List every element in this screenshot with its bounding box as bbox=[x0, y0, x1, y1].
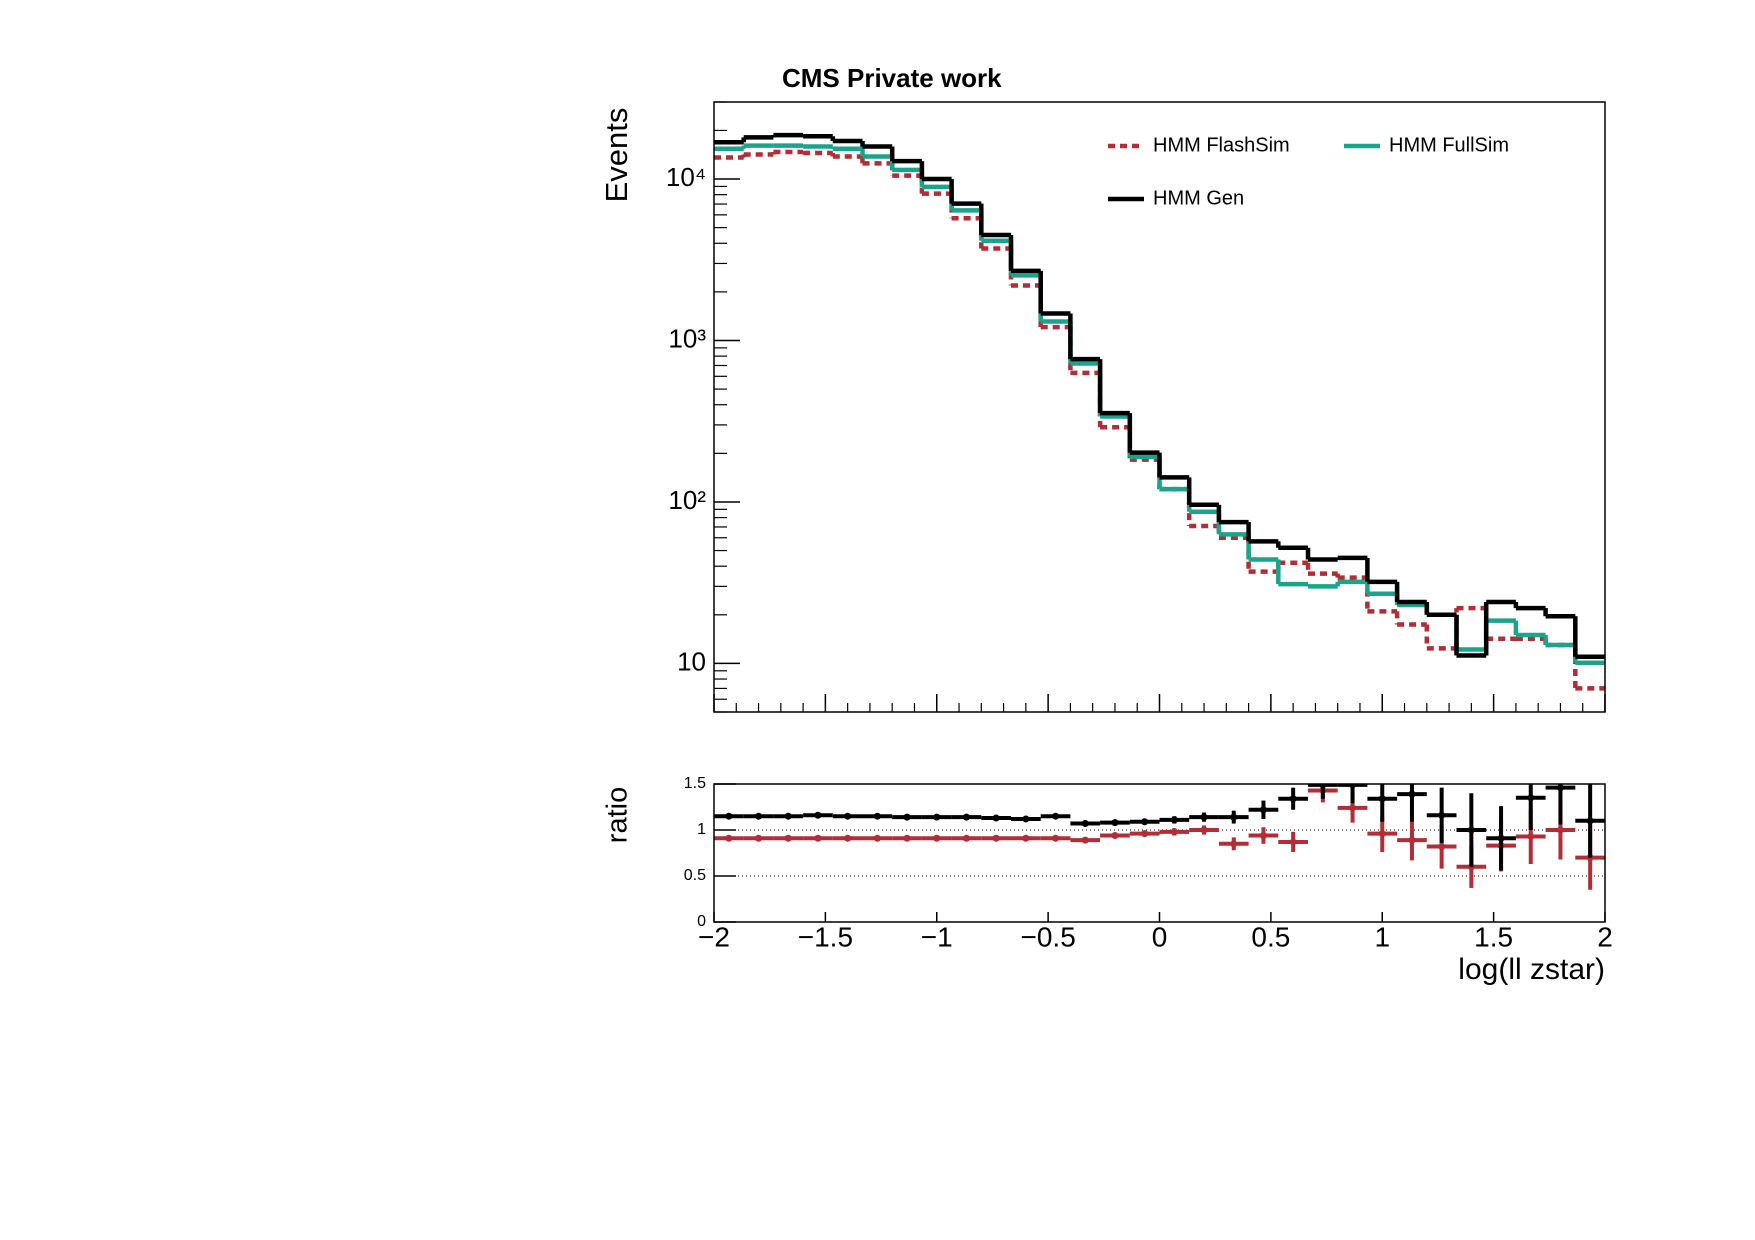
ratio-point bbox=[1438, 843, 1446, 851]
ratio-point bbox=[1586, 817, 1594, 825]
x-axis-label: log(ll zstar) bbox=[1458, 953, 1605, 986]
x-tick-label: 0.5 bbox=[1251, 921, 1290, 952]
ratio-axis-label: ratio bbox=[602, 787, 634, 843]
plot-frame bbox=[713, 101, 1606, 713]
x-tick-label: 1.5 bbox=[1474, 921, 1513, 952]
y-tick-label: 10 bbox=[677, 646, 706, 676]
ratio-point bbox=[1438, 811, 1446, 819]
ratio-point bbox=[1230, 813, 1238, 821]
ratio-point bbox=[844, 812, 852, 820]
y-tick-label: 1.5 bbox=[684, 775, 706, 792]
ratio-point bbox=[1556, 826, 1564, 834]
ratio-point bbox=[1349, 784, 1357, 789]
ratio-points bbox=[714, 784, 1605, 890]
ratio-point bbox=[755, 834, 763, 842]
y-tick-label: 1 bbox=[697, 821, 706, 838]
x-tick-label: 0 bbox=[1152, 921, 1168, 952]
ratio-point bbox=[1467, 826, 1475, 834]
ratio-point bbox=[1259, 832, 1267, 840]
legend-label: HMM FlashSim bbox=[1153, 134, 1290, 156]
ratio-point bbox=[1141, 818, 1149, 826]
ratio-point bbox=[1111, 832, 1119, 840]
ratio-point bbox=[784, 834, 792, 842]
ratio-point bbox=[1052, 812, 1060, 820]
ratio-point bbox=[1170, 816, 1178, 824]
ratio-point bbox=[1200, 813, 1208, 821]
ratio-point bbox=[725, 834, 733, 842]
ratio-point bbox=[814, 834, 822, 842]
ratio-point bbox=[1289, 838, 1297, 846]
ratio-point bbox=[1556, 784, 1564, 792]
y-axis-label: Events bbox=[599, 108, 634, 203]
ratio-point bbox=[844, 834, 852, 842]
ratio-point bbox=[873, 812, 881, 820]
x-tick-label: −1 bbox=[921, 921, 953, 952]
y-tick-label: 10² bbox=[668, 485, 706, 515]
x-tick-label: 2 bbox=[1597, 921, 1613, 952]
ratio-point bbox=[1408, 790, 1416, 798]
ratio-point bbox=[933, 834, 941, 842]
ratio-point bbox=[992, 834, 1000, 842]
ratio-point bbox=[1259, 806, 1267, 814]
ratio-point bbox=[725, 812, 733, 820]
ratio-point bbox=[962, 834, 970, 842]
ratio-point bbox=[933, 813, 941, 821]
ratio-point bbox=[873, 834, 881, 842]
ratio-point bbox=[1141, 830, 1149, 838]
ratio-point bbox=[992, 814, 1000, 822]
ratio-point bbox=[1319, 784, 1327, 789]
x-tick-label: −0.5 bbox=[1020, 921, 1075, 952]
ratio-point bbox=[1111, 819, 1119, 827]
y-tick-label: 10³ bbox=[668, 323, 706, 353]
ratio-point bbox=[1378, 830, 1386, 838]
ratio-point bbox=[1349, 804, 1357, 812]
ratio-point bbox=[755, 812, 763, 820]
ratio-point bbox=[1378, 795, 1386, 803]
legend-label: HMM FullSim bbox=[1389, 134, 1509, 156]
ratio-point bbox=[1527, 794, 1535, 802]
ratio-point bbox=[1289, 795, 1297, 803]
x-tick-label: 1 bbox=[1374, 921, 1390, 952]
ratio-point bbox=[1497, 834, 1505, 842]
ratio-point bbox=[962, 813, 970, 821]
ratio-point bbox=[1022, 834, 1030, 842]
y-tick-label: 0 bbox=[697, 913, 706, 930]
plot-frame bbox=[713, 783, 1606, 923]
ratio-point bbox=[1230, 840, 1238, 848]
y-tick-label: 10⁴ bbox=[666, 162, 706, 192]
ratio-point bbox=[1200, 826, 1208, 834]
chart-title: CMS Private work bbox=[782, 63, 1002, 93]
ratio-point bbox=[1527, 832, 1535, 840]
ratio-point bbox=[1052, 834, 1060, 842]
x-tick-label: −1.5 bbox=[798, 921, 853, 952]
ratio-point bbox=[1081, 836, 1089, 844]
x-tick-label: −2 bbox=[698, 921, 730, 952]
legend-label: HMM Gen bbox=[1153, 187, 1244, 209]
ratio-point bbox=[1081, 820, 1089, 828]
ratio-point bbox=[1408, 836, 1416, 844]
y-tick-label: 0.5 bbox=[684, 867, 706, 884]
ratio-point bbox=[1170, 828, 1178, 836]
ratio-point bbox=[784, 812, 792, 820]
ratio-point bbox=[903, 813, 911, 821]
ratio-point bbox=[1022, 815, 1030, 823]
ratio-point bbox=[814, 811, 822, 819]
ratio-point bbox=[903, 834, 911, 842]
